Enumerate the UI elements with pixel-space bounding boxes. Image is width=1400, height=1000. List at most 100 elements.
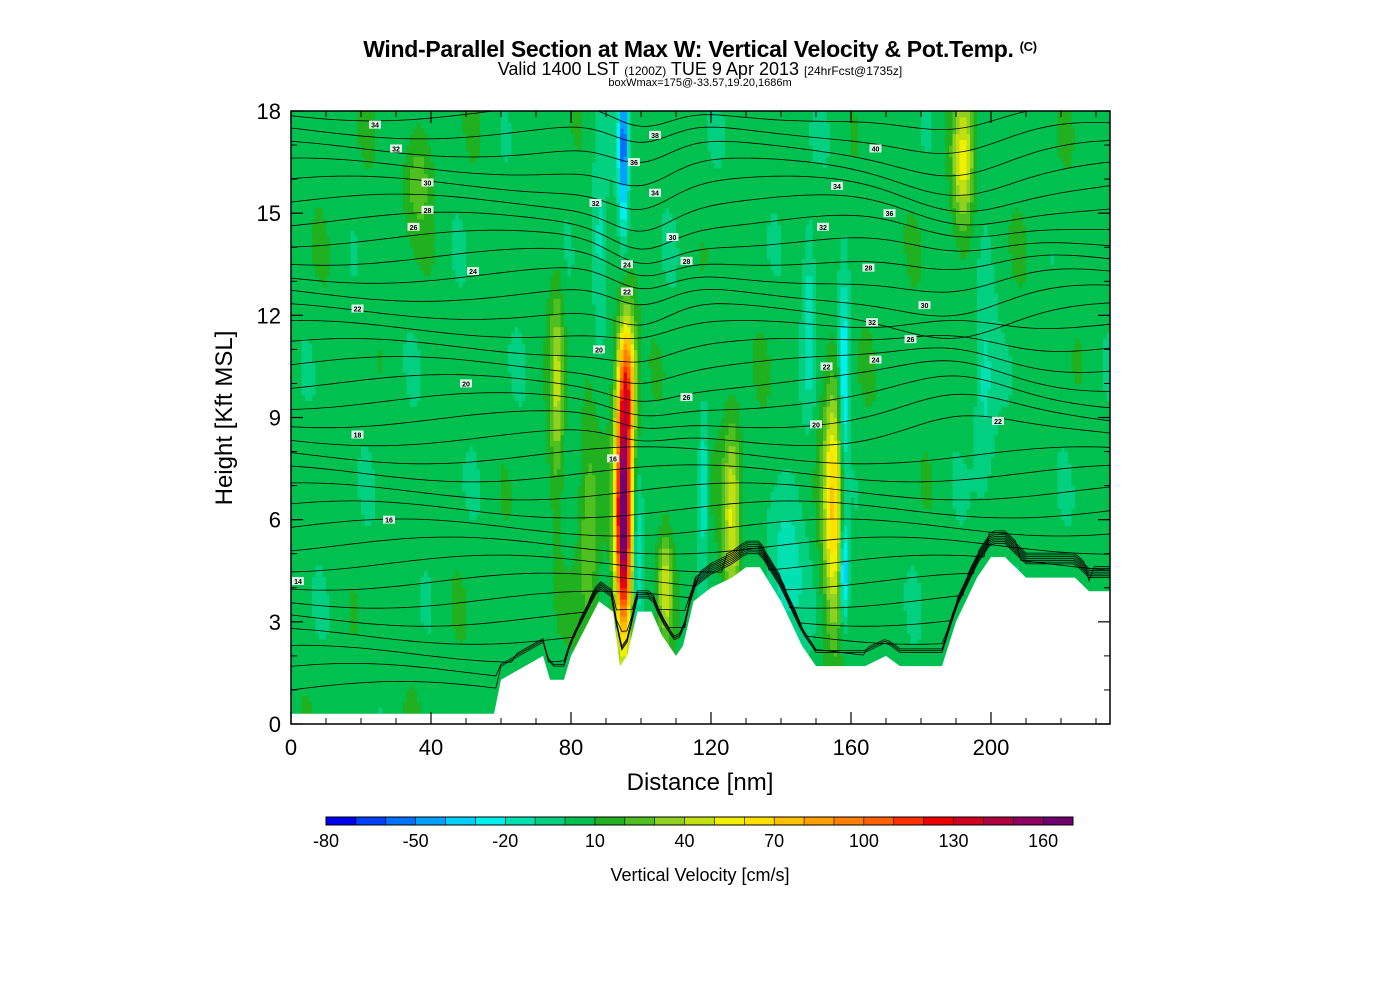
field-cell bbox=[417, 452, 421, 458]
field-cell bbox=[337, 366, 341, 372]
field-cell bbox=[403, 571, 407, 577]
field-cell bbox=[382, 332, 386, 338]
field-cell bbox=[326, 122, 330, 128]
field-cell bbox=[389, 190, 393, 196]
field-cell bbox=[410, 276, 414, 282]
field-cell bbox=[414, 531, 418, 537]
field-cell bbox=[435, 486, 439, 492]
field-cell bbox=[438, 650, 442, 656]
field-cell bbox=[323, 236, 327, 242]
field-cell bbox=[323, 554, 327, 560]
field-cell bbox=[417, 321, 421, 327]
field-cell bbox=[379, 554, 383, 560]
field-cell bbox=[358, 156, 362, 162]
field-cell bbox=[302, 503, 306, 509]
field-cell bbox=[424, 366, 428, 372]
field-cell bbox=[414, 690, 418, 696]
field-cell bbox=[351, 315, 355, 321]
field-cell bbox=[298, 599, 302, 605]
field-cell bbox=[438, 412, 442, 418]
field-cell bbox=[424, 400, 428, 406]
field-cell bbox=[417, 599, 421, 605]
field-cell bbox=[400, 446, 404, 452]
field-cell bbox=[389, 338, 393, 344]
field-cell bbox=[396, 111, 400, 117]
field-cell bbox=[417, 582, 421, 588]
field-cell bbox=[330, 588, 334, 594]
field-cell bbox=[382, 242, 386, 248]
field-cell bbox=[298, 327, 302, 333]
field-cell bbox=[365, 639, 369, 645]
field-cell bbox=[372, 196, 376, 202]
field-cell bbox=[309, 457, 313, 463]
field-cell bbox=[344, 582, 348, 588]
field-cell bbox=[431, 162, 435, 168]
field-cell bbox=[410, 605, 414, 611]
field-cell bbox=[389, 293, 393, 299]
field-cell bbox=[309, 707, 313, 713]
field-cell bbox=[330, 622, 334, 628]
field-cell bbox=[351, 236, 355, 242]
field-cell bbox=[326, 372, 330, 378]
field-cell bbox=[400, 457, 404, 463]
field-cell bbox=[344, 497, 348, 503]
field-cell bbox=[421, 111, 425, 117]
field-cell bbox=[326, 667, 330, 673]
field-cell bbox=[445, 293, 449, 299]
field-cell bbox=[298, 230, 302, 236]
field-cell bbox=[319, 452, 323, 458]
field-cell bbox=[326, 395, 330, 401]
field-cell bbox=[407, 111, 411, 117]
field-cell bbox=[305, 270, 309, 276]
field-cell bbox=[417, 230, 421, 236]
field-cell bbox=[323, 332, 327, 338]
field-cell bbox=[316, 383, 320, 389]
field-cell bbox=[424, 508, 428, 514]
field-cell bbox=[396, 463, 400, 469]
field-cell bbox=[414, 610, 418, 616]
field-cell bbox=[379, 134, 383, 140]
field-cell bbox=[375, 656, 379, 662]
field-cell bbox=[421, 389, 425, 395]
field-cell bbox=[316, 435, 320, 441]
field-cell bbox=[379, 542, 383, 548]
field-cell bbox=[393, 253, 397, 259]
field-cell bbox=[326, 389, 330, 395]
field-cell bbox=[340, 418, 344, 424]
field-cell bbox=[438, 633, 442, 639]
field-cell bbox=[319, 548, 323, 554]
field-cell bbox=[445, 486, 449, 492]
field-cell bbox=[379, 588, 383, 594]
field-cell bbox=[382, 463, 386, 469]
field-cell bbox=[372, 162, 376, 168]
field-cell bbox=[438, 429, 442, 435]
field-cell bbox=[305, 173, 309, 179]
field-cell bbox=[410, 622, 414, 628]
field-cell bbox=[330, 440, 334, 446]
field-cell bbox=[389, 593, 393, 599]
field-cell bbox=[344, 571, 348, 577]
field-cell bbox=[368, 219, 372, 225]
field-cell bbox=[361, 242, 365, 248]
field-cell bbox=[319, 134, 323, 140]
field-cell bbox=[424, 599, 428, 605]
field-cell bbox=[379, 259, 383, 265]
field-cell bbox=[396, 588, 400, 594]
field-cell bbox=[316, 554, 320, 560]
field-cell bbox=[375, 179, 379, 185]
field-cell bbox=[424, 349, 428, 355]
field-cell bbox=[421, 366, 425, 372]
field-cell bbox=[442, 378, 446, 384]
field-cell bbox=[354, 400, 358, 406]
field-cell bbox=[344, 315, 348, 321]
field-cell bbox=[431, 520, 435, 526]
field-cell bbox=[442, 576, 446, 582]
field-cell bbox=[298, 117, 302, 123]
field-cell bbox=[417, 128, 421, 134]
field-cell bbox=[407, 440, 411, 446]
field-cell bbox=[309, 179, 313, 185]
field-cell bbox=[431, 701, 435, 707]
field-cell bbox=[347, 514, 351, 520]
field-cell bbox=[358, 168, 362, 174]
field-cell bbox=[305, 656, 309, 662]
